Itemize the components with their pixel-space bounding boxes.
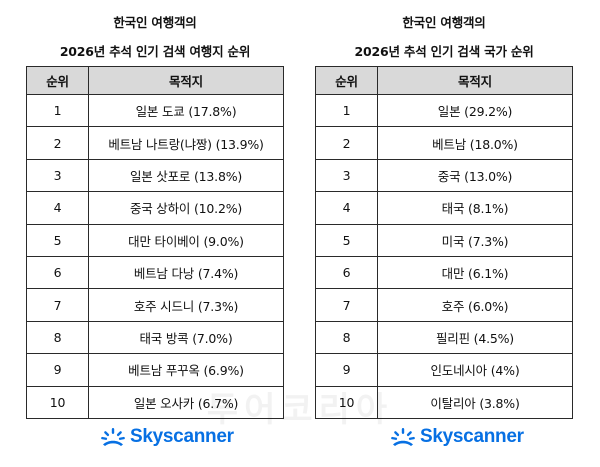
destination-cell: 중국 (13.0%)	[377, 158, 573, 193]
destination-cell: 이탈리아 (3.8%)	[377, 385, 573, 419]
rank-cell: 5	[315, 223, 378, 257]
table-header-row: 순위 목적지	[26, 66, 284, 95]
title-line-1: 한국인 여행객의	[113, 15, 197, 30]
destination-cell: 일본 (29.2%)	[377, 93, 573, 128]
destination-cell: 호주 시드니 (7.3%)	[88, 288, 284, 322]
rank-cell: 9	[315, 353, 378, 387]
country-ranking-table: 순위 목적지 1 일본 (29.2%) 2 베트남 (18.0%) 3 중국 (13.…	[315, 66, 573, 419]
destination-cell: 베트남 (18.0%)	[377, 126, 573, 160]
destination-ranking-title: 한국인 여행객의 2026년 추석 인기 검색 여행지 순위	[26, 15, 284, 60]
destination-cell: 태국 방콕 (7.0%)	[88, 320, 284, 355]
rank-header: 순위	[26, 66, 89, 95]
rank-cell: 7	[315, 288, 378, 322]
rank-cell: 6	[26, 255, 89, 290]
skyscanner-sun-icon	[391, 428, 415, 446]
title-line-2: 2026년 추석 인기 검색 여행지 순위	[59, 44, 251, 59]
title-line-1: 한국인 여행객의	[402, 15, 486, 30]
rank-cell: 8	[26, 320, 89, 355]
table-row: 10 이탈리아 (3.8%)	[315, 385, 573, 419]
destination-cell: 대만 (6.1%)	[377, 255, 573, 290]
table-row: 2 베트남 나트랑(냐짱) (13.9%)	[26, 126, 284, 160]
rank-cell: 1	[315, 93, 378, 128]
table-row: 7 호주 시드니 (7.3%)	[26, 288, 284, 322]
destination-cell: 일본 삿포로 (13.8%)	[88, 158, 284, 193]
table-row: 1 일본 도쿄 (17.8%)	[26, 93, 284, 128]
table-row: 10 일본 오사카 (6.7%)	[26, 385, 284, 419]
brand-name: Skyscanner	[420, 426, 524, 447]
table-row: 8 태국 방콕 (7.0%)	[26, 320, 284, 355]
table-row: 5 대만 타이베이 (9.0%)	[26, 223, 284, 257]
rank-cell: 2	[26, 126, 89, 160]
destination-cell: 중국 상하이 (10.2%)	[88, 191, 284, 225]
rank-cell: 3	[315, 158, 378, 193]
table-row: 4 태국 (8.1%)	[315, 191, 573, 225]
rank-cell: 10	[26, 385, 89, 419]
table-row: 9 베트남 푸꾸옥 (6.9%)	[26, 353, 284, 387]
destination-cell: 베트남 다낭 (7.4%)	[88, 255, 284, 290]
skyscanner-logo: Skyscanner	[390, 426, 524, 448]
destination-cell: 일본 도쿄 (17.8%)	[88, 93, 284, 128]
destination-cell: 태국 (8.1%)	[377, 191, 573, 225]
table-row: 2 베트남 (18.0%)	[315, 126, 573, 160]
destination-cell: 일본 오사카 (6.7%)	[88, 385, 284, 419]
rank-cell: 1	[26, 93, 89, 128]
table-row: 9 인도네시아 (4%)	[315, 353, 573, 387]
rank-cell: 7	[26, 288, 89, 322]
rank-cell: 3	[26, 158, 89, 193]
title-line-2: 2026년 추석 인기 검색 국가 순위	[354, 44, 534, 59]
destination-cell: 미국 (7.3%)	[377, 223, 573, 257]
table-row: 4 중국 상하이 (10.2%)	[26, 191, 284, 225]
rank-cell: 8	[315, 320, 378, 355]
table-row: 5 미국 (7.3%)	[315, 223, 573, 257]
destination-cell: 베트남 푸꾸옥 (6.9%)	[88, 353, 284, 387]
table-row: 8 필리핀 (4.5%)	[315, 320, 573, 355]
skyscanner-sun-icon	[101, 428, 125, 446]
skyscanner-logo: Skyscanner	[100, 426, 234, 448]
rank-cell: 4	[315, 191, 378, 225]
table-row: 6 대만 (6.1%)	[315, 255, 573, 290]
rank-cell: 5	[26, 223, 89, 257]
rank-cell: 10	[315, 385, 378, 419]
destination-header: 목적지	[88, 66, 284, 95]
destination-cell: 베트남 나트랑(냐짱) (13.9%)	[88, 126, 284, 160]
destination-cell: 호주 (6.0%)	[377, 288, 573, 322]
destination-cell: 인도네시아 (4%)	[377, 353, 573, 387]
table-header-row: 순위 목적지	[315, 66, 573, 95]
table-row: 3 중국 (13.0%)	[315, 158, 573, 193]
brand-name: Skyscanner	[130, 426, 234, 447]
destination-cell: 대만 타이베이 (9.0%)	[88, 223, 284, 257]
country-ranking-panel: 한국인 여행객의 2026년 추석 인기 검색 국가 순위 순위 목적지 1 일본…	[315, 0, 573, 419]
rank-cell: 2	[315, 126, 378, 160]
rank-cell: 9	[26, 353, 89, 387]
destination-ranking-table: 순위 목적지 1 일본 도쿄 (17.8%) 2 베트남 나트랑(냐짱) (13.9…	[26, 66, 284, 419]
rank-cell: 6	[315, 255, 378, 290]
rank-cell: 4	[26, 191, 89, 225]
destination-header: 목적지	[377, 66, 573, 95]
table-row: 7 호주 (6.0%)	[315, 288, 573, 322]
destination-cell: 필리핀 (4.5%)	[377, 320, 573, 355]
rank-header: 순위	[315, 66, 378, 95]
country-ranking-title: 한국인 여행객의 2026년 추석 인기 검색 국가 순위	[315, 15, 573, 60]
table-row: 1 일본 (29.2%)	[315, 93, 573, 128]
table-row: 6 베트남 다낭 (7.4%)	[26, 255, 284, 290]
table-row: 3 일본 삿포로 (13.8%)	[26, 158, 284, 193]
